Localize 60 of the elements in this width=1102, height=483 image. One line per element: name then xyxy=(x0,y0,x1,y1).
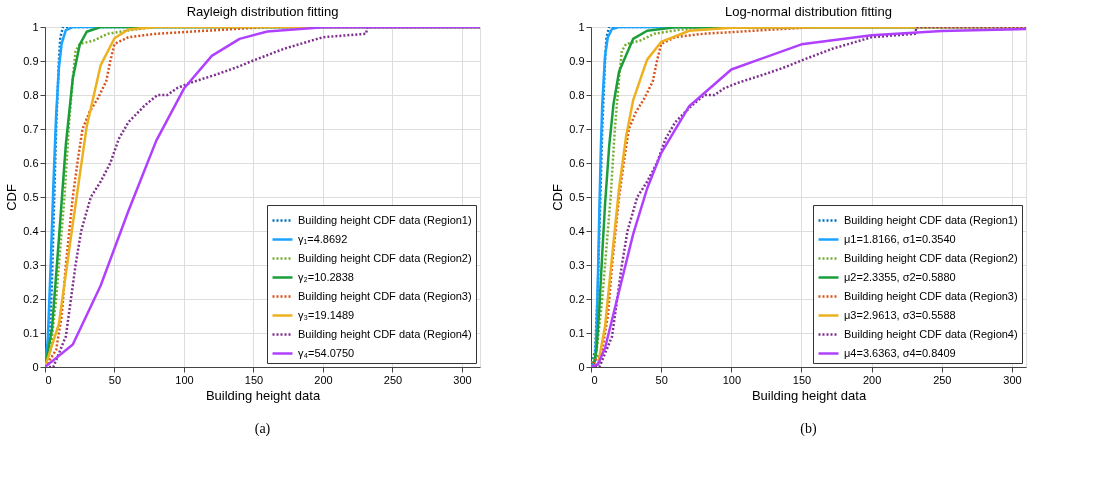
x-tick-label: 0 xyxy=(591,373,598,386)
legend-label: Building height CDF data (Region2) xyxy=(298,251,472,264)
x-axis-title: Building height data xyxy=(751,387,867,403)
y-axis-title: CDF xyxy=(4,184,20,211)
chart-title: Rayleigh distribution fitting xyxy=(186,4,339,19)
legend-label: γ₁=4.8692 xyxy=(298,232,348,245)
y-tick-label: 0.5 xyxy=(23,190,39,203)
legend-label: μ4=3.6363, σ4=0.8409 xyxy=(844,346,956,359)
legend-label: μ1=1.8166, σ1=0.3540 xyxy=(844,232,956,245)
legend-label: μ3=2.9613, σ3=0.5588 xyxy=(844,308,956,321)
x-tick-label: 50 xyxy=(655,373,668,386)
legend-label: Building height CDF data (Region4) xyxy=(844,327,1018,340)
y-tick-label: 0 xyxy=(32,360,39,373)
y-tick-label: 0.9 xyxy=(23,54,39,67)
y-tick-label: 0.8 xyxy=(569,88,585,101)
y-tick-label: 0.1 xyxy=(569,326,585,339)
y-tick-label: 0.3 xyxy=(569,258,585,271)
y-tick-label: 0.3 xyxy=(23,258,39,271)
y-tick-label: 0.6 xyxy=(569,156,585,169)
text: (b) xyxy=(800,421,817,437)
legend-label: Building height CDF data (Region3) xyxy=(844,289,1018,302)
y-tick-label: 0.2 xyxy=(569,292,585,305)
y-tick-label: 0.9 xyxy=(569,54,585,67)
x-tick-label: 150 xyxy=(792,373,812,386)
legend-label: γ₂=10.2838 xyxy=(298,270,354,283)
legend-label: μ2=2.3355, σ2=0.5880 xyxy=(844,270,956,283)
x-tick-label: 250 xyxy=(383,373,403,386)
y-tick-label: 0.7 xyxy=(23,122,39,135)
legend-label: Building height CDF data (Region4) xyxy=(298,327,472,340)
legend-label: Building height CDF data (Region1) xyxy=(844,213,1018,226)
legend-label: Building height CDF data (Region2) xyxy=(844,251,1018,264)
legend-label: γ₃=19.1489 xyxy=(298,308,355,321)
x-tick-label: 200 xyxy=(314,373,333,386)
legend-label: Building height CDF data (Region3) xyxy=(298,289,472,302)
legend-label: γ₄=54.0750 xyxy=(298,346,355,359)
text: (a) xyxy=(254,421,271,437)
y-tick-label: 0.6 xyxy=(23,156,39,169)
x-tick-label: 100 xyxy=(175,373,194,386)
y-tick-label: 1 xyxy=(32,20,39,33)
x-tick-label: 300 xyxy=(453,373,472,386)
y-tick-label: 0.5 xyxy=(569,190,585,203)
x-tick-label: 150 xyxy=(244,373,264,386)
x-tick-label: 200 xyxy=(862,373,882,386)
x-tick-label: 250 xyxy=(933,373,952,386)
y-tick-label: 0.4 xyxy=(569,224,585,237)
y-tick-label: 0.8 xyxy=(23,88,39,101)
y-tick-label: 0.7 xyxy=(569,122,585,135)
y-tick-label: 0 xyxy=(578,360,585,373)
chart-title: Log-normal distribution fitting xyxy=(725,4,892,19)
x-tick-label: 50 xyxy=(108,373,122,386)
x-tick-label: 300 xyxy=(1003,373,1022,386)
y-axis-title: CDF xyxy=(550,184,566,211)
y-tick-label: 0.1 xyxy=(23,326,39,339)
x-tick-label: 100 xyxy=(722,373,741,386)
y-tick-label: 0.2 xyxy=(23,292,39,305)
x-tick-label: 0 xyxy=(45,373,52,386)
x-axis-title: Building height data xyxy=(205,387,321,403)
y-tick-label: 0.4 xyxy=(23,224,39,237)
y-tick-label: 1 xyxy=(578,20,585,33)
legend-label: Building height CDF data (Region1) xyxy=(298,213,472,226)
